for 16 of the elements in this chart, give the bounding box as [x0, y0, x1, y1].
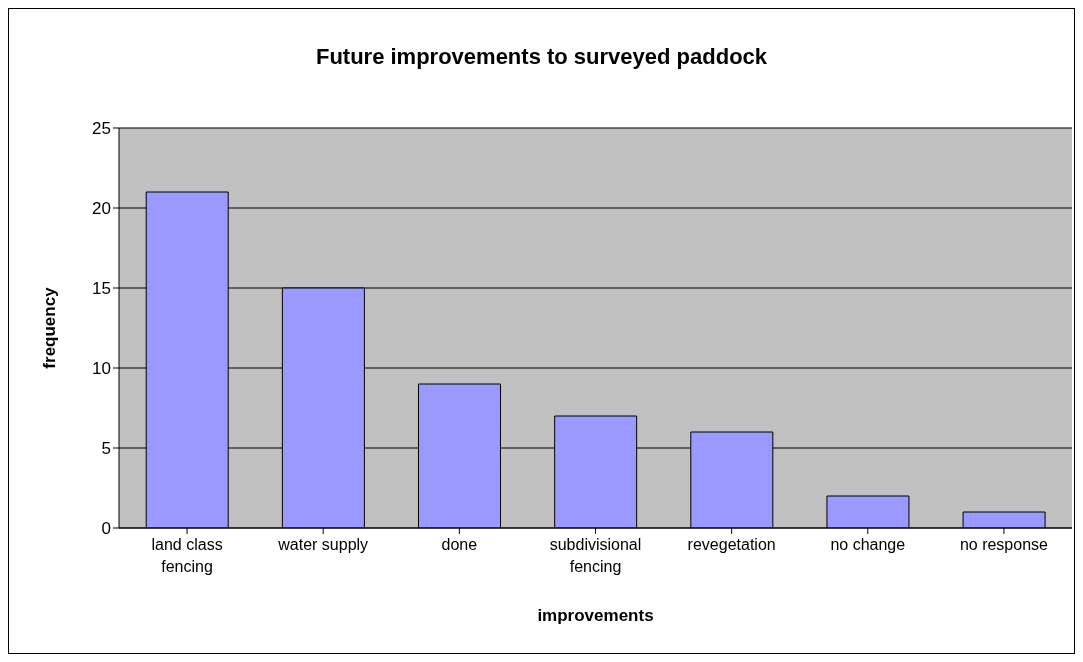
- y-tick-label: 0: [101, 519, 111, 539]
- y-axis-title: frequency: [40, 286, 60, 369]
- x-tick-label: no response: [959, 536, 1049, 553]
- y-tick-label: 20: [92, 199, 111, 219]
- x-tick-label: revegetation: [687, 536, 776, 553]
- y-tick-label: 10: [92, 359, 111, 379]
- y-tick-label: 25: [92, 119, 111, 139]
- x-tick-label: water supply: [277, 536, 369, 553]
- x-tick-label: done: [441, 536, 478, 553]
- x-axis-title: improvements: [537, 606, 654, 625]
- y-tick-label: 5: [101, 439, 111, 459]
- x-tick-label: subdivisional fencing: [549, 536, 642, 575]
- y-tick-label: 15: [92, 279, 111, 299]
- x-tick-label: no change: [830, 536, 906, 553]
- chart-title: Future improvements to surveyed paddock: [314, 44, 769, 70]
- x-tick-label: land class fencing: [151, 536, 223, 575]
